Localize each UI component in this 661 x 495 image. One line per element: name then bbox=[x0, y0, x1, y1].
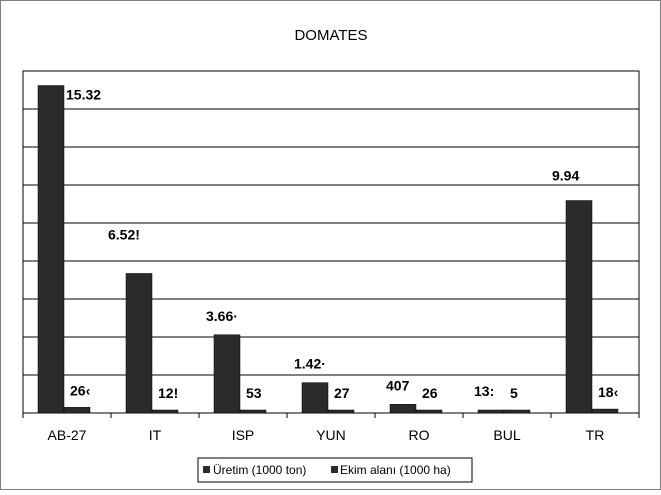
x-tick-label-ab-27: AB-27 bbox=[48, 427, 87, 443]
value-label-uretim-bul: 13: bbox=[474, 383, 494, 399]
bar-ekim-ro bbox=[415, 409, 443, 414]
bar-ekim-it bbox=[151, 409, 179, 414]
value-labels: 15.32 26‹ 6.52! 12! 3.66· 53 1.42· 27 407 26 13: 5 9… bbox=[66, 87, 619, 401]
value-label-ekim-tr: 18‹ bbox=[598, 384, 619, 400]
value-label-uretim-isp: 3.66· bbox=[206, 308, 238, 324]
x-tick-label-tr: TR bbox=[586, 427, 605, 443]
value-label-uretim-ab-27: 15.32 bbox=[66, 87, 101, 103]
bar-uretim-it bbox=[125, 273, 153, 414]
x-tick-label-bul: BUL bbox=[493, 427, 520, 443]
x-tick-label-isp: ISP bbox=[232, 427, 255, 443]
value-label-uretim-tr: 9.94 bbox=[552, 168, 579, 184]
bar-uretim-isp bbox=[213, 334, 241, 414]
value-label-ekim-ro: 26 bbox=[422, 385, 438, 401]
gridlines bbox=[23, 108, 639, 376]
x-tick-label-it: IT bbox=[149, 427, 162, 443]
value-label-ekim-bul: 5 bbox=[510, 385, 518, 401]
value-label-uretim-ro: 407 bbox=[386, 377, 410, 393]
value-label-ekim-yun: 27 bbox=[334, 385, 350, 401]
x-axis: AB-27 IT ISP YUN RO BUL TR bbox=[22, 413, 640, 443]
bars bbox=[37, 85, 619, 414]
bar-uretim-bul bbox=[477, 409, 505, 414]
bar-ekim-yun bbox=[327, 409, 355, 414]
bar-uretim-ro bbox=[389, 404, 417, 414]
bar-uretim-yun bbox=[301, 382, 329, 414]
x-tick-label-yun: YUN bbox=[316, 427, 346, 443]
bar-ekim-isp bbox=[239, 409, 267, 414]
x-tick-label-ro: RO bbox=[409, 427, 430, 443]
legend: Üretim (1000 ton) Ekim alanı (1000 ha) bbox=[197, 457, 473, 483]
legend-label-uretim: Üretim (1000 ton) bbox=[213, 463, 306, 477]
legend-label-ekim: Ekim alanı (1000 ha) bbox=[340, 463, 451, 477]
legend-swatch-uretim bbox=[203, 466, 210, 473]
plot-area bbox=[22, 70, 640, 414]
bar-uretim-ab-27 bbox=[37, 85, 65, 414]
value-label-uretim-it: 6.52! bbox=[108, 226, 140, 242]
value-label-ekim-ab-27: 26‹ bbox=[70, 382, 91, 398]
value-label-uretim-yun: 1.42· bbox=[294, 356, 326, 372]
bar-ekim-bul bbox=[503, 409, 531, 414]
bar-ekim-ab-27 bbox=[63, 407, 91, 414]
value-label-ekim-isp: 53 bbox=[246, 385, 262, 401]
bar-uretim-tr bbox=[565, 200, 593, 414]
legend-swatch-ekim bbox=[331, 466, 338, 473]
bar-ekim-tr bbox=[591, 408, 619, 414]
value-label-ekim-it: 12! bbox=[158, 385, 178, 401]
chart-title: DOMATES bbox=[294, 27, 367, 44]
